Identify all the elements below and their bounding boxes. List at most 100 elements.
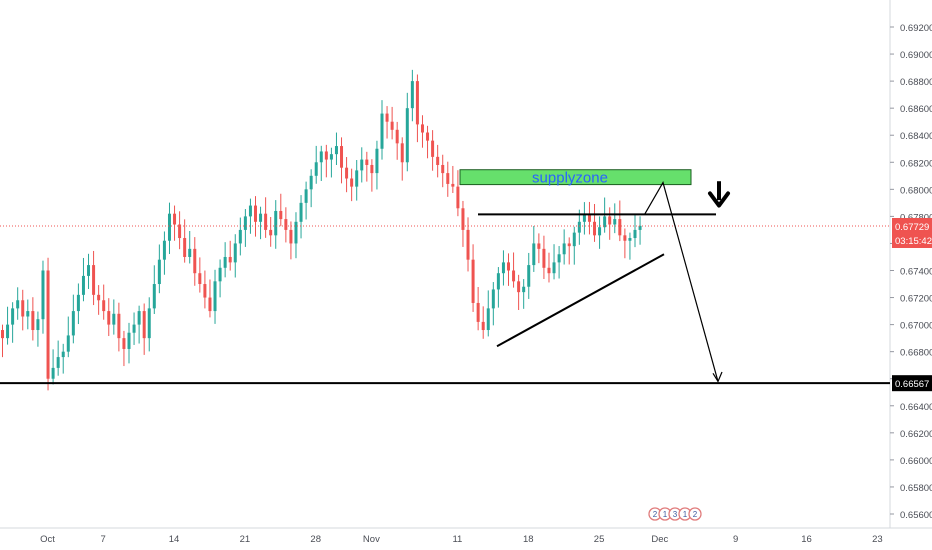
candle-down[interactable]	[102, 300, 106, 312]
candle-up[interactable]	[11, 308, 15, 325]
candle-down[interactable]	[390, 121, 394, 130]
candle-up[interactable]	[633, 229, 637, 239]
candle-up[interactable]	[16, 300, 20, 309]
candle-up[interactable]	[628, 238, 632, 241]
candle-up[interactable]	[532, 243, 536, 266]
candle-up[interactable]	[522, 286, 526, 293]
candle-down[interactable]	[365, 159, 369, 165]
candle-down[interactable]	[441, 164, 445, 174]
candle-up[interactable]	[309, 175, 313, 190]
candle-up[interactable]	[223, 256, 227, 268]
candle-down[interactable]	[466, 229, 470, 260]
candle-up[interactable]	[410, 81, 414, 109]
candle-down[interactable]	[345, 167, 349, 179]
candle-down[interactable]	[122, 338, 126, 349]
candle-up[interactable]	[299, 202, 303, 222]
candle-down[interactable]	[446, 173, 450, 184]
candle-down[interactable]	[608, 216, 612, 225]
candle-down[interactable]	[587, 213, 591, 222]
candle-down[interactable]	[395, 129, 399, 144]
candle-down[interactable]	[254, 205, 257, 222]
candle-down[interactable]	[1, 330, 4, 339]
candle-down[interactable]	[350, 178, 354, 187]
candle-up[interactable]	[238, 229, 242, 244]
candle-down[interactable]	[385, 113, 389, 122]
candle-up[interactable]	[243, 216, 247, 230]
candle-down[interactable]	[173, 213, 177, 225]
candle-up[interactable]	[41, 270, 45, 320]
candle-down[interactable]	[400, 143, 404, 163]
candle-down[interactable]	[92, 265, 96, 295]
candle-down[interactable]	[97, 294, 101, 301]
candle-down[interactable]	[279, 210, 283, 220]
ascending-trendline[interactable]	[496, 253, 665, 348]
candle-down[interactable]	[618, 219, 622, 236]
candle-up[interactable]	[61, 351, 65, 358]
candle-up[interactable]	[319, 151, 323, 163]
candle-down[interactable]	[117, 313, 121, 339]
candle-down[interactable]	[284, 219, 288, 230]
candle-up[interactable]	[152, 284, 156, 309]
candle-down[interactable]	[415, 81, 419, 125]
candle-up[interactable]	[51, 367, 55, 379]
candle-up[interactable]	[294, 221, 298, 244]
candle-up[interactable]	[137, 311, 141, 325]
candle-up[interactable]	[259, 213, 263, 222]
candle-up[interactable]	[26, 311, 30, 317]
candle-down[interactable]	[436, 156, 440, 165]
candle-down[interactable]	[593, 221, 597, 236]
projection-path[interactable]	[644, 181, 719, 382]
candle-up[interactable]	[162, 240, 166, 260]
candle-up[interactable]	[304, 189, 308, 203]
candle-down[interactable]	[623, 235, 627, 241]
candle-down[interactable]	[208, 297, 212, 312]
candle-down[interactable]	[21, 300, 25, 317]
candle-down[interactable]	[264, 213, 268, 230]
candle-up[interactable]	[56, 357, 60, 368]
candle-up[interactable]	[603, 216, 607, 228]
candle-up[interactable]	[66, 335, 70, 352]
candle-up[interactable]	[157, 259, 161, 285]
candle-down[interactable]	[512, 270, 516, 282]
candle-up[interactable]	[87, 265, 91, 276]
candle-down[interactable]	[567, 243, 571, 247]
candle-up[interactable]	[218, 267, 222, 282]
candle-down[interactable]	[183, 238, 187, 257]
candle-down[interactable]	[456, 186, 460, 209]
candle-up[interactable]	[112, 313, 116, 325]
candle-up[interactable]	[501, 262, 505, 274]
candle-up[interactable]	[213, 281, 217, 312]
candle-up[interactable]	[557, 254, 561, 263]
candle-down[interactable]	[471, 259, 475, 303]
candle-up[interactable]	[76, 294, 80, 312]
candle-down[interactable]	[420, 124, 424, 133]
candle-up[interactable]	[36, 319, 40, 331]
candle-up[interactable]	[188, 248, 192, 257]
candle-up[interactable]	[167, 213, 171, 241]
candle-up[interactable]	[233, 243, 237, 263]
candle-up[interactable]	[380, 113, 384, 149]
candle-down[interactable]	[370, 164, 374, 174]
candle-up[interactable]	[81, 275, 85, 295]
candle-down[interactable]	[324, 151, 328, 160]
candle-down[interactable]	[193, 248, 197, 274]
candle-up[interactable]	[248, 205, 252, 217]
candle-down[interactable]	[481, 321, 485, 331]
candle-up[interactable]	[552, 262, 556, 274]
candle-down[interactable]	[426, 132, 430, 141]
candle-down[interactable]	[451, 183, 455, 187]
candle-up[interactable]	[527, 265, 531, 287]
candle-down[interactable]	[289, 229, 293, 244]
candle-up[interactable]	[147, 308, 151, 339]
candle-up[interactable]	[274, 210, 278, 236]
candle-up[interactable]	[638, 225, 642, 230]
candle-down[interactable]	[537, 243, 541, 249]
candle-down[interactable]	[476, 302, 480, 322]
candle-down[interactable]	[507, 262, 510, 271]
candle-down[interactable]	[46, 270, 50, 379]
candle-down[interactable]	[547, 267, 551, 274]
candle-up[interactable]	[405, 108, 409, 163]
candle-up[interactable]	[132, 324, 136, 333]
candle-up[interactable]	[577, 221, 581, 233]
